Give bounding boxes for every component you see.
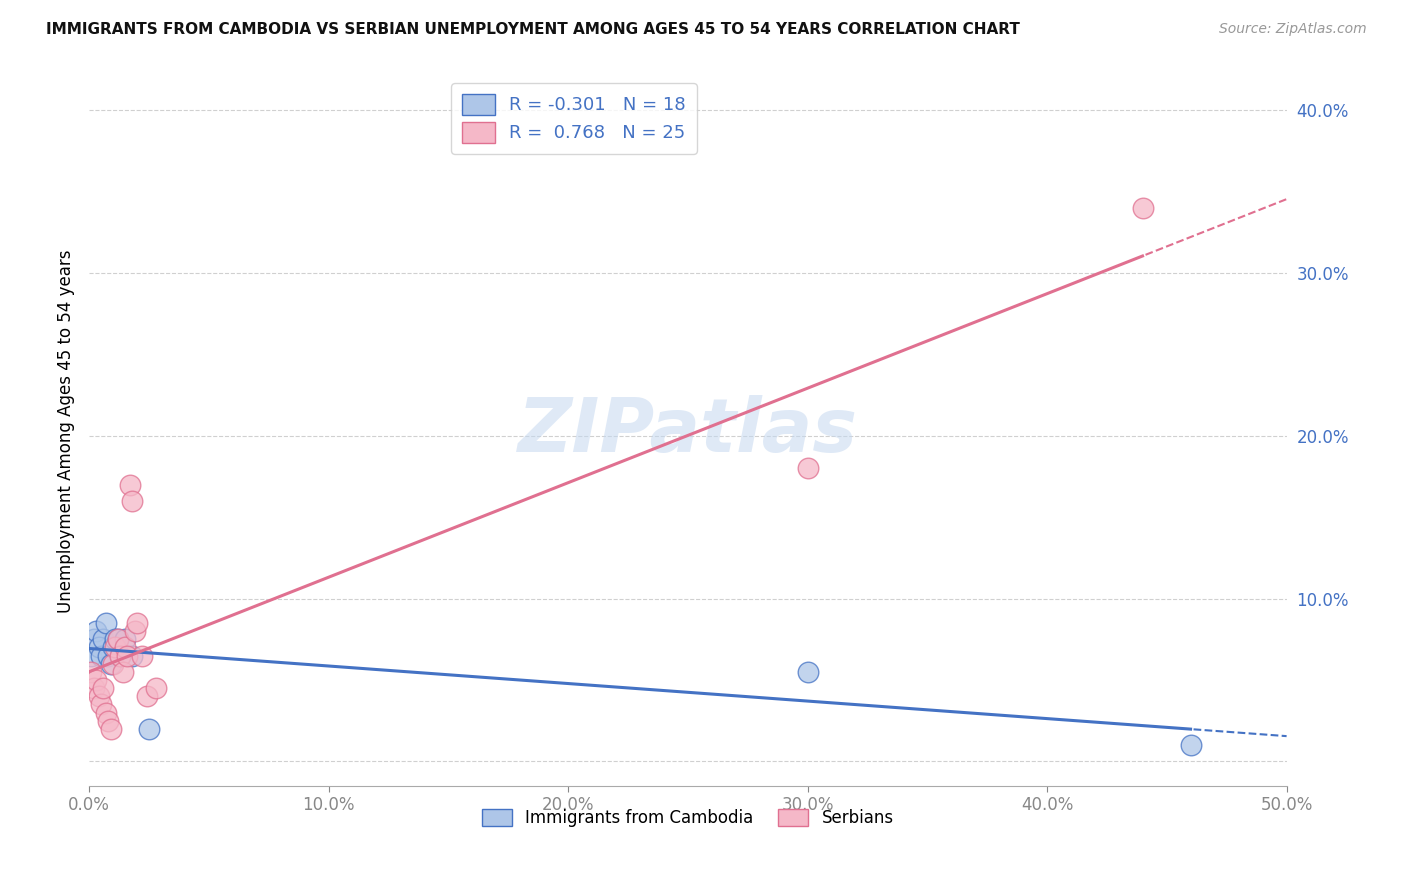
Text: ZIPatlas: ZIPatlas bbox=[517, 395, 858, 468]
Point bbox=[111, 665, 134, 679]
Point bbox=[114, 632, 136, 647]
Point bbox=[138, 722, 160, 736]
Legend: Immigrants from Cambodia, Serbians: Immigrants from Cambodia, Serbians bbox=[475, 803, 900, 834]
Point bbox=[104, 632, 127, 647]
Point bbox=[100, 657, 122, 671]
Point bbox=[84, 673, 107, 687]
Point bbox=[97, 648, 120, 663]
Point bbox=[80, 648, 103, 663]
Point bbox=[87, 640, 110, 655]
Point bbox=[796, 461, 818, 475]
Point bbox=[84, 624, 107, 638]
Point bbox=[108, 648, 131, 663]
Point bbox=[101, 657, 124, 671]
Text: Source: ZipAtlas.com: Source: ZipAtlas.com bbox=[1219, 22, 1367, 37]
Point bbox=[114, 640, 136, 655]
Point bbox=[121, 493, 143, 508]
Point bbox=[124, 624, 146, 638]
Point bbox=[97, 714, 120, 728]
Point bbox=[83, 681, 105, 695]
Point bbox=[94, 706, 117, 720]
Point bbox=[117, 648, 139, 663]
Point bbox=[90, 698, 112, 712]
Point bbox=[80, 665, 103, 679]
Text: IMMIGRANTS FROM CAMBODIA VS SERBIAN UNEMPLOYMENT AMONG AGES 45 TO 54 YEARS CORRE: IMMIGRANTS FROM CAMBODIA VS SERBIAN UNEM… bbox=[46, 22, 1021, 37]
Point bbox=[107, 632, 129, 647]
Point bbox=[121, 648, 143, 663]
Point bbox=[100, 722, 122, 736]
Point bbox=[145, 681, 167, 695]
Point bbox=[90, 648, 112, 663]
Point bbox=[107, 632, 129, 647]
Point bbox=[135, 690, 157, 704]
Point bbox=[1180, 738, 1202, 752]
Y-axis label: Unemployment Among Ages 45 to 54 years: Unemployment Among Ages 45 to 54 years bbox=[58, 250, 75, 614]
Point bbox=[796, 665, 818, 679]
Point bbox=[131, 648, 153, 663]
Point bbox=[1132, 201, 1154, 215]
Point bbox=[125, 615, 148, 630]
Point bbox=[93, 632, 115, 647]
Point bbox=[93, 681, 115, 695]
Point bbox=[108, 648, 131, 663]
Point bbox=[104, 640, 127, 655]
Point bbox=[87, 690, 110, 704]
Point bbox=[101, 640, 124, 655]
Point bbox=[83, 632, 105, 647]
Point bbox=[118, 477, 141, 491]
Point bbox=[94, 615, 117, 630]
